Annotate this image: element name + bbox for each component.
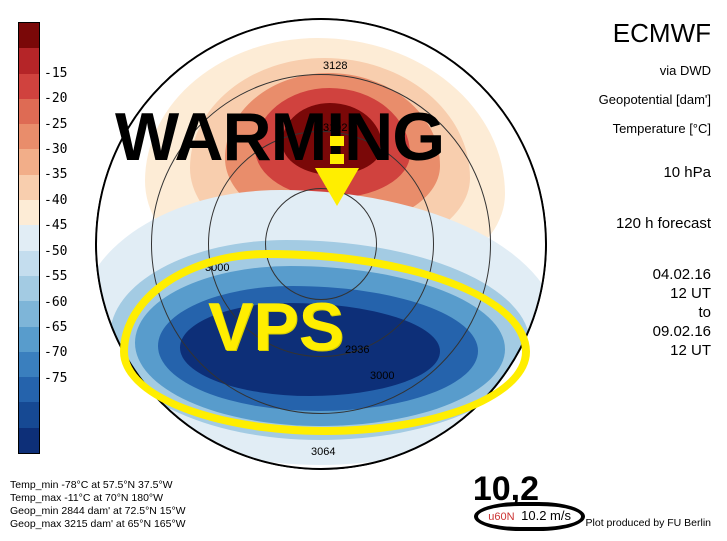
geo-unit: [dam'] [676, 92, 711, 107]
time-to: 12 UT [555, 342, 711, 359]
source-via: via DWD [555, 63, 711, 78]
stat-line: Geop_min 2844 dam' at 72.5°N 15°W [10, 505, 186, 518]
colorbar-tick: -75 [44, 371, 67, 386]
model-name: ECMWF [555, 18, 711, 49]
colorbar-tick: -35 [44, 167, 67, 182]
contour-label: 3128 [323, 60, 347, 72]
temp-row: Temperature [°C] [555, 121, 711, 136]
colorbar-tick: -20 [44, 91, 67, 106]
colorbar [18, 22, 40, 454]
forecast-range: 120 h forecast [555, 215, 711, 232]
date-from: 04.02.16 [555, 266, 711, 283]
contour-label: 3000 [370, 370, 394, 382]
colorbar-tick: -30 [44, 142, 67, 157]
circled-text: 10.2 m/s [521, 508, 571, 523]
contour-label: 3000 [205, 262, 229, 274]
stat-line: Temp_max -11°C at 70°N 180°W [10, 492, 186, 505]
stats-block: Temp_min -78°C at 57.5°N 37.5°W Temp_max… [10, 479, 186, 532]
circled-value: u60N 10.2 m/s [474, 502, 585, 531]
overlay-vps-label: VPS [208, 288, 344, 366]
date-to: 09.02.16 [555, 323, 711, 340]
time-from: 12 UT [555, 285, 711, 302]
colorbar-tick: -15 [44, 66, 67, 81]
to-label: to [555, 304, 711, 321]
temp-unit: [°C] [689, 121, 711, 136]
stat-line: Temp_min -78°C at 57.5°N 37.5°W [10, 479, 186, 492]
colorbar-tick: -70 [44, 345, 67, 360]
colorbar-tick: -45 [44, 218, 67, 233]
colorbar-tick: -50 [44, 244, 67, 259]
colorbar-tick: -60 [44, 295, 67, 310]
colorbar-tick: -65 [44, 320, 67, 335]
colorbar-tick: -25 [44, 117, 67, 132]
overlay-warming-label: WARMING [115, 98, 444, 176]
credit-line: Plot produced by FU Berlin [586, 517, 711, 529]
stat-line: Geop_max 3215 dam' at 65°N 165°W [10, 518, 186, 531]
polar-chart: 3128 3192 3000 2936 3000 3064 [95, 18, 547, 470]
temp-label: Temperature [613, 121, 686, 136]
colorbar-tick: -40 [44, 193, 67, 208]
colorbar-tick: -55 [44, 269, 67, 284]
info-panel: ECMWF via DWD Geopotential [dam'] Temper… [555, 18, 711, 373]
contour-label: 2936 [345, 344, 369, 356]
geo-label: Geopotential [599, 92, 673, 107]
contour-label: 3064 [311, 446, 335, 458]
circled-prefix: u60N [488, 511, 514, 523]
arrow-down-icon [315, 168, 359, 206]
geo-row: Geopotential [dam'] [555, 92, 711, 107]
pressure-level: 10 hPa [555, 164, 711, 181]
